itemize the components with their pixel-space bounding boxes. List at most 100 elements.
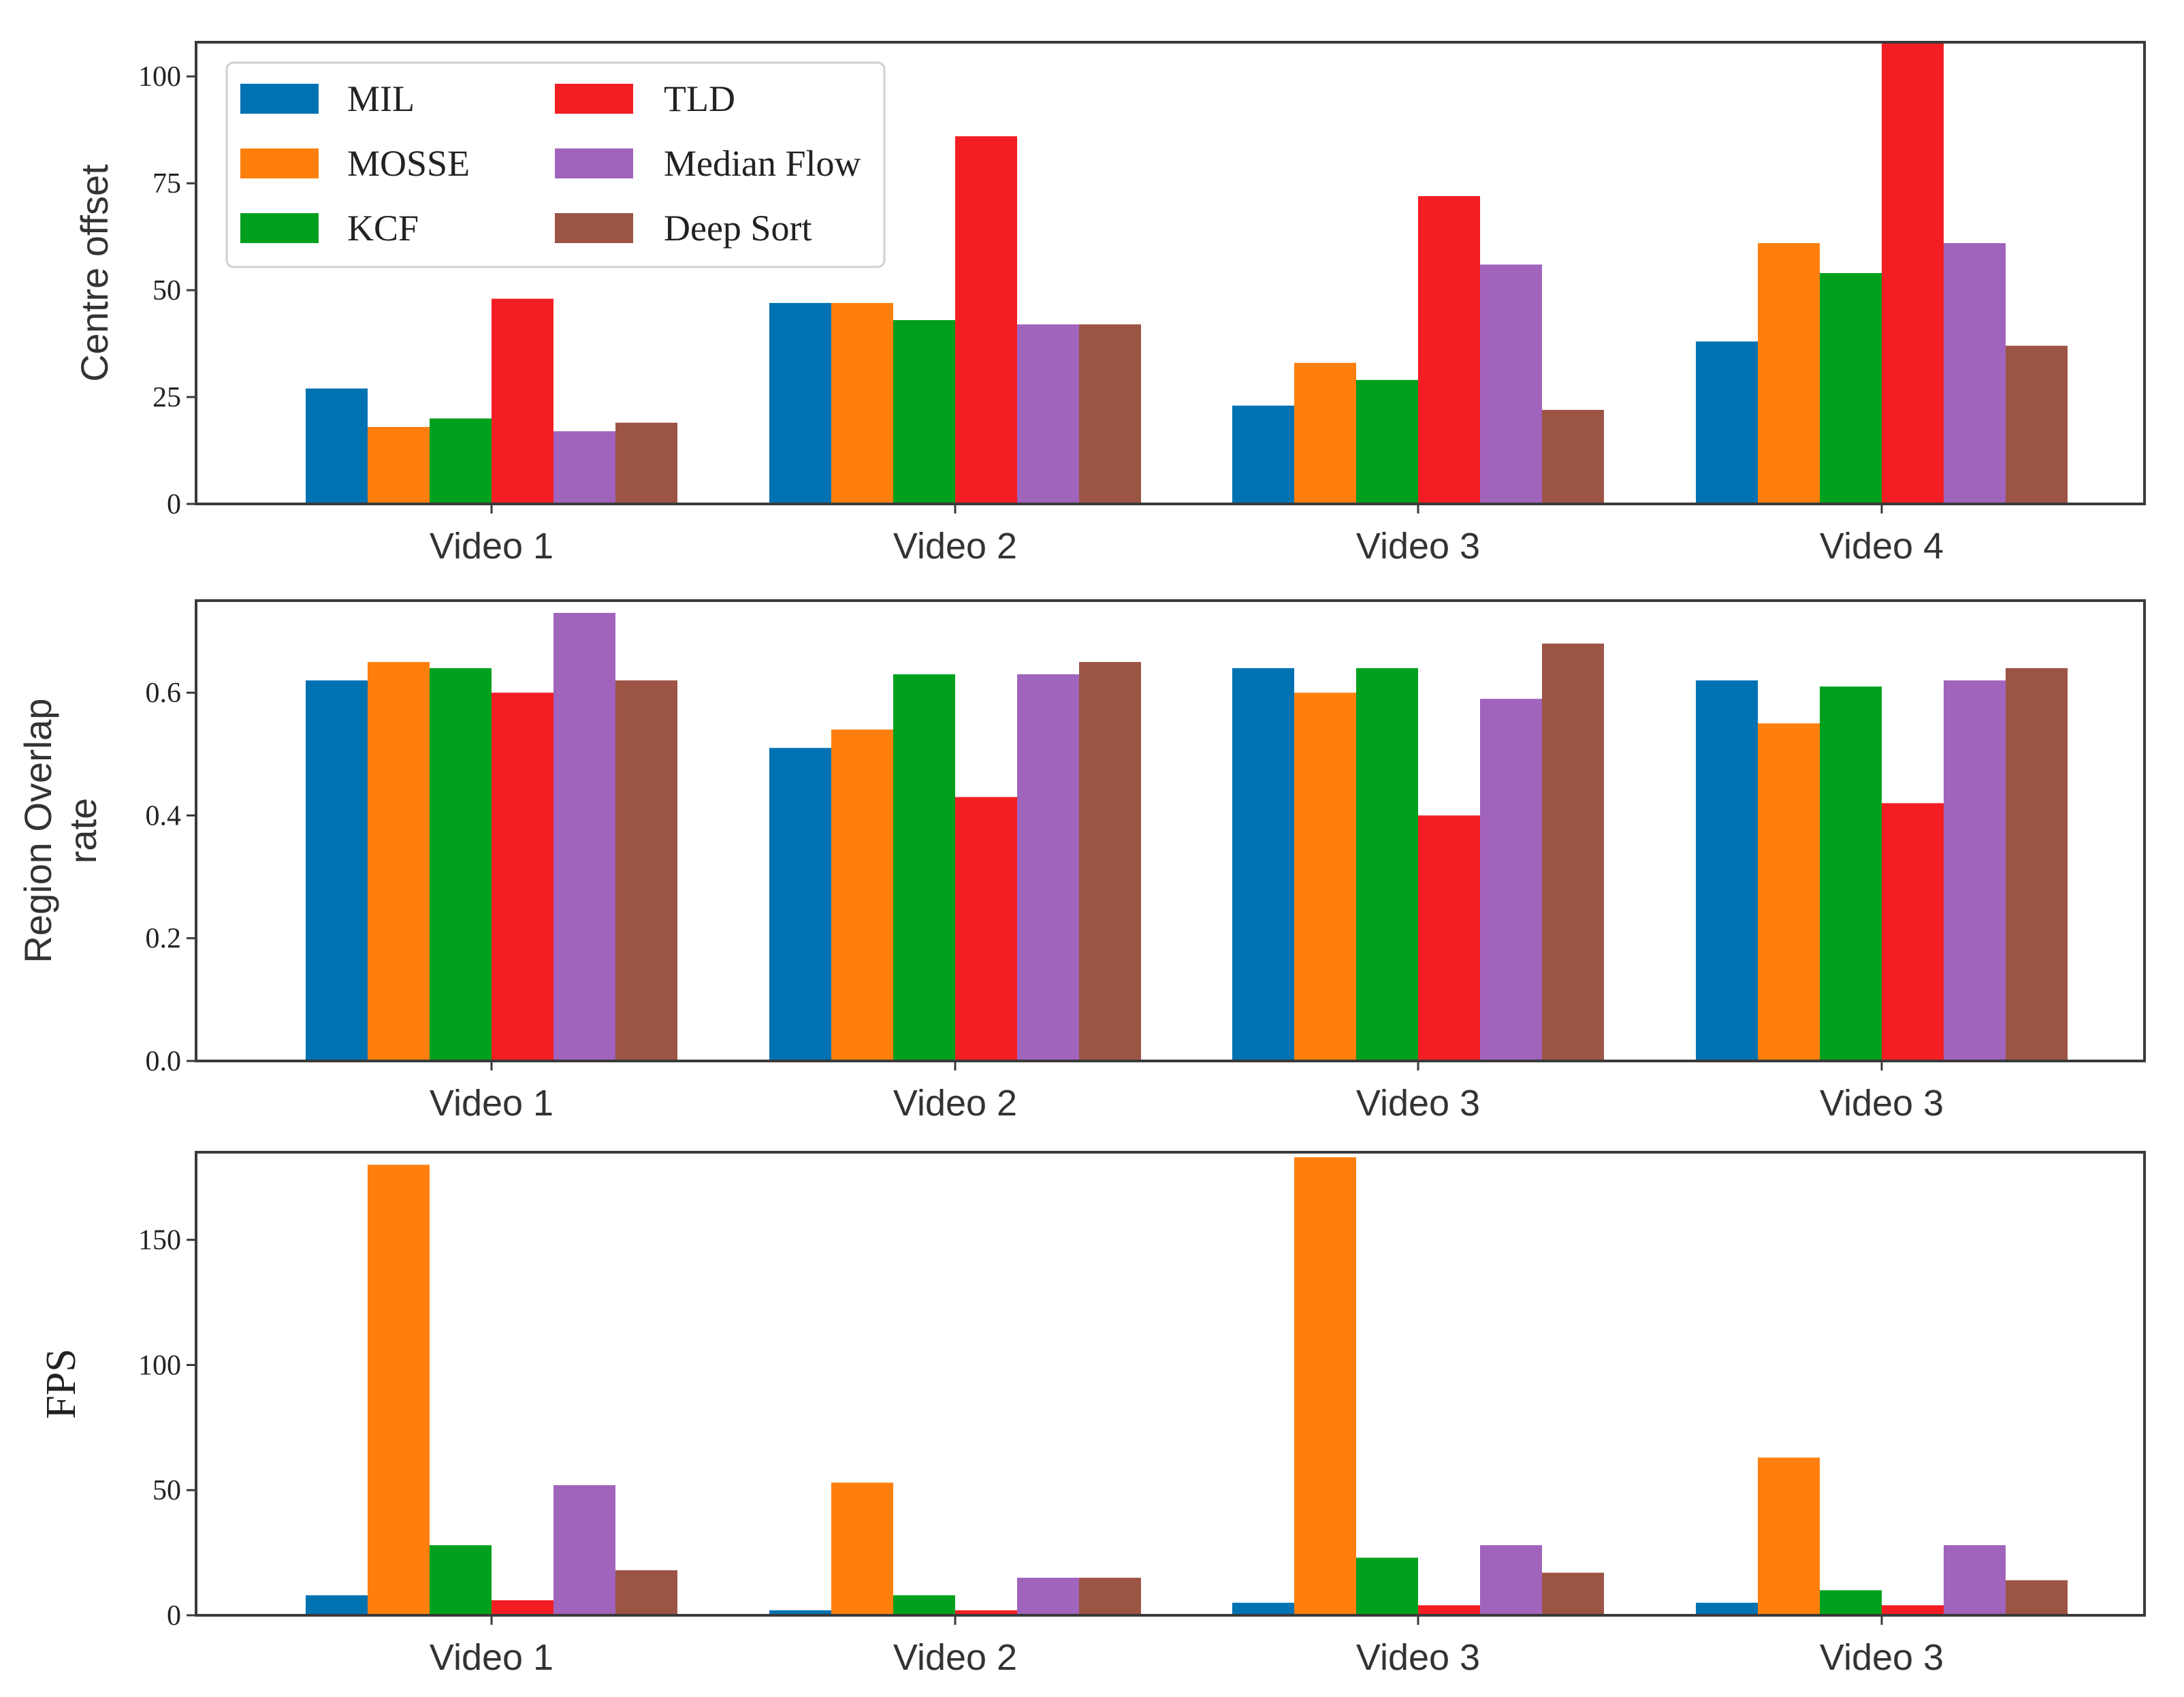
bar-mil-video-3 xyxy=(1696,680,1758,1061)
bar-mosse-video-1 xyxy=(368,662,430,1061)
x-category-label: Video 1 xyxy=(430,1637,553,1678)
bar-tld-video-3 xyxy=(1418,1605,1480,1615)
bar-mil-video-3 xyxy=(1696,1602,1758,1615)
bar-mil-video-3 xyxy=(1232,668,1294,1061)
bar-tld-video-3 xyxy=(1418,196,1480,504)
bar-mil-video-1 xyxy=(306,1595,368,1615)
chart-panels: 0 25 50 75 100 Video 1 Video 2 Video 3 Video 4 Ce… xyxy=(16,41,2146,1678)
bar-mil-video-1 xyxy=(306,388,368,504)
bar-deep-sort-video-3 xyxy=(1542,1572,1604,1615)
x-category-label: Video 2 xyxy=(893,1083,1017,1124)
bar-median-flow-video-3 xyxy=(1480,264,1542,504)
y-tick-label: 25 xyxy=(152,382,181,413)
bar-mil-video-1 xyxy=(306,680,368,1061)
bar-deep-sort-video-3 xyxy=(2006,1580,2068,1615)
bar-kcf-video-2 xyxy=(893,1595,955,1615)
bar-tld-video-2 xyxy=(955,1610,1017,1615)
bar-deep-sort-video-1 xyxy=(615,680,677,1061)
bar-tld-video-1 xyxy=(492,298,553,504)
legend-label-mil: MIL xyxy=(347,78,415,119)
bar-kcf-video-2 xyxy=(893,320,955,504)
bar-kcf-video-1 xyxy=(430,668,492,1061)
legend-label-mosse: MOSSE xyxy=(347,143,470,184)
axes-frame xyxy=(195,599,2146,1062)
bar-median-flow-video-3 xyxy=(1944,1545,2006,1615)
bar-deep-sort-video-1 xyxy=(615,422,677,504)
bar-tld-video-3 xyxy=(1418,815,1480,1061)
bar-tld-video-2 xyxy=(955,136,1017,505)
y-tick-label: 150 xyxy=(138,1225,181,1256)
bar-median-flow-video-2 xyxy=(1017,324,1079,504)
bar-deep-sort-video-4 xyxy=(2006,345,2068,504)
legend-label-kcf: KCF xyxy=(347,208,419,249)
bar-median-flow-video-3 xyxy=(1480,1545,1542,1615)
y-tick-label: 0.4 xyxy=(146,800,182,831)
bar-deep-sort-video-2 xyxy=(1079,1577,1141,1615)
bar-deep-sort-video-2 xyxy=(1079,324,1141,504)
bar-kcf-video-3 xyxy=(1356,1557,1418,1615)
y-axis-label: Centre offset xyxy=(73,164,116,382)
x-category-label: Video 2 xyxy=(893,526,1017,567)
bar-mosse-video-4 xyxy=(1758,243,1820,504)
bar-deep-sort-video-1 xyxy=(615,1570,677,1615)
x-category-label: Video 1 xyxy=(430,1083,553,1124)
bar-median-flow-video-1 xyxy=(553,613,615,1061)
bar-kcf-video-3 xyxy=(1356,379,1418,504)
legend: MIL TLD MOSSE Median Flow KCF Deep Sort xyxy=(225,61,886,268)
bar-mosse-video-2 xyxy=(831,302,893,504)
y-tick-label: 0.0 xyxy=(146,1046,182,1077)
bar-mil-video-2 xyxy=(769,1610,831,1615)
x-category-label: Video 3 xyxy=(1356,1083,1480,1124)
bar-mosse-video-1 xyxy=(368,1164,430,1615)
bar-kcf-video-3 xyxy=(1820,686,1882,1061)
bar-mil-video-4 xyxy=(1696,341,1758,504)
y-tick-label: 50 xyxy=(152,275,181,306)
x-category-label: Video 3 xyxy=(1820,1637,1944,1678)
chart-panel-1: 0 25 50 75 100 Video 1 Video 2 Video 3 Video 4 Ce… xyxy=(73,41,2146,567)
y-axis-label: FPS xyxy=(38,1348,84,1418)
x-category-label: Video 3 xyxy=(1356,1637,1480,1678)
bar-kcf-video-3 xyxy=(1820,1590,1882,1615)
bar-median-flow-video-3 xyxy=(1480,699,1542,1061)
x-category-label: Video 2 xyxy=(893,1637,1017,1678)
legend-label-deep-sort: Deep Sort xyxy=(664,208,812,249)
bar-deep-sort-video-3 xyxy=(1542,644,1604,1061)
y-tick-label: 0.6 xyxy=(146,678,182,709)
bar-kcf-video-1 xyxy=(430,418,492,504)
bar-mosse-video-2 xyxy=(831,729,893,1061)
bar-mosse-video-3 xyxy=(1758,1457,1820,1615)
bar-tld-video-1 xyxy=(492,1600,553,1615)
legend-swatch-kcf xyxy=(240,213,319,243)
bar-deep-sort-video-3 xyxy=(1542,409,1604,504)
bar-tld-video-4 xyxy=(1882,42,1944,504)
bar-mosse-video-2 xyxy=(831,1482,893,1615)
bar-mil-video-3 xyxy=(1232,405,1294,504)
bar-median-flow-video-2 xyxy=(1017,1577,1079,1615)
y-tick-label: 0 xyxy=(167,489,181,520)
x-category-label: Video 3 xyxy=(1820,1083,1944,1124)
y-tick-label: 0 xyxy=(167,1600,181,1632)
bar-median-flow-video-1 xyxy=(553,431,615,504)
legend-label-median-flow: Median Flow xyxy=(664,143,861,184)
bar-mil-video-2 xyxy=(769,748,831,1061)
bar-mosse-video-1 xyxy=(368,427,430,504)
axes-frame xyxy=(195,41,2146,505)
bar-kcf-video-3 xyxy=(1356,668,1418,1061)
x-category-label: Video 3 xyxy=(1356,526,1480,567)
x-category-label: Video 1 xyxy=(430,526,553,567)
bar-mosse-video-3 xyxy=(1294,1157,1356,1615)
legend-swatch-median-flow xyxy=(555,148,633,178)
x-category-label: Video 4 xyxy=(1820,526,1944,567)
legend-label-tld: TLD xyxy=(664,78,735,119)
legend-swatch-tld xyxy=(555,84,633,114)
bar-tld-video-1 xyxy=(492,693,553,1061)
bar-tld-video-3 xyxy=(1882,803,1944,1061)
chart-panel-3: 0 50 100 150 Video 1 Video 2 Video 3 Video 3 FPS xyxy=(38,1151,2146,1678)
legend-swatch-mosse xyxy=(240,148,319,178)
legend-swatch-mil xyxy=(240,84,319,114)
chart-panel-2: 0.0 0.2 0.4 0.6 Video 1 Video 2 Video 3 Video 3… xyxy=(16,599,2146,1124)
bar-tld-video-2 xyxy=(955,797,1017,1061)
bar-mil-video-2 xyxy=(769,302,831,504)
bar-mosse-video-3 xyxy=(1294,362,1356,504)
